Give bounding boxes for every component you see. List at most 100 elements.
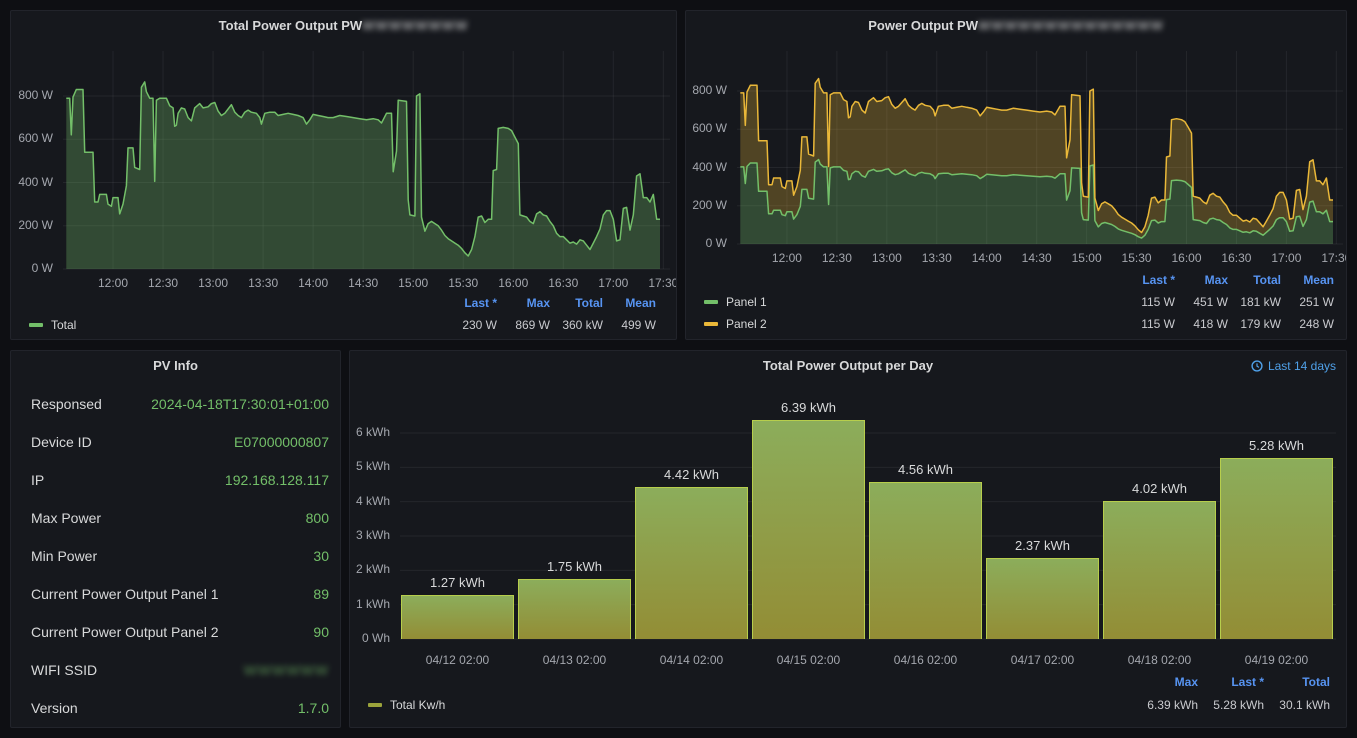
panel-title-redacted: WWWWWWWWWWWWWW [978,18,1164,33]
x-axis-tick: 15:30 [1121,251,1152,265]
legend-stat-header[interactable]: Total [1302,675,1330,689]
bar-04/19 02:00[interactable] [1220,457,1333,639]
legend-series-label[interactable]: Panel 2 [704,315,767,333]
legend-stat-header[interactable]: Last * [1231,675,1264,689]
x-axis-tick: 17:00 [598,276,629,290]
y-axis-tick: 200 W [692,197,727,212]
bar-04/16 02:00[interactable] [869,482,982,639]
pv-info-value: WWWWWW [243,662,329,678]
panel-total-power-output: Total Power Output PWWWWWWWWW 0 W 200 W 40… [10,10,677,340]
legend-stat-value: 360 kW [562,318,603,332]
series-name: Panel 2 [726,317,767,331]
legend-stat-value: 181 kW [1240,295,1281,309]
panel-header-power-output[interactable]: Power Output PWWWWWWWWWWWWWWW [686,18,1346,33]
legend-stat-header[interactable]: Total [575,296,603,310]
legend-series-row: Panel 2 115 W 418 W 179 kW 248 W [686,315,1346,333]
time-series-chart[interactable] [11,11,677,340]
x-axis-tick: 12:30 [821,251,852,265]
panel-header-per-day[interactable]: Total Power Output per Day [350,358,1346,373]
pv-info-value: 192.168.128.117 [224,472,329,488]
bar-04/14 02:00[interactable] [635,487,748,639]
legend-series-label[interactable]: Total Kw/h [368,696,445,714]
bar-value-label: 4.02 kWh [1132,481,1187,496]
pv-info-value: 89 [313,586,329,602]
x-axis-tick: 04/17 02:00 [1010,653,1075,667]
legend-series-row: Total Kw/h 6.39 kWh 5.28 kWh 30.1 kWh [350,696,1346,714]
panel-header-total-power[interactable]: Total Power Output PWWWWWWWWW [11,18,676,33]
panel-time-range-link[interactable]: Last 14 days [1251,359,1336,373]
legend-stat-header[interactable]: Last * [464,296,497,310]
x-axis-tick: 17:30 [1321,251,1346,265]
x-axis-tick: 04/14 02:00 [659,653,724,667]
bar-value-label: 1.27 kWh [430,575,485,591]
y-axis-tick: 400 W [18,174,53,189]
x-axis-tick: 14:30 [348,276,379,290]
legend-stats: 6.39 kWh 5.28 kWh 30.1 kWh [1132,696,1330,714]
y-axis-tick: 800 W [18,88,53,102]
series-name: Total Kw/h [390,698,446,712]
time-series-chart[interactable] [686,11,1347,340]
legend-stat-header[interactable]: Total [1253,273,1281,287]
bar-04/12 02:00[interactable] [401,595,514,639]
pv-info-label: Min Power [31,548,98,564]
y-axis-tick: 200 W [18,217,53,232]
pv-info-value: 90 [313,624,329,640]
series-color-swatch [704,322,718,326]
legend-stat-value: 6.39 kWh [1147,698,1198,712]
x-axis-tick: 04/13 02:00 [542,653,607,667]
legend-stat-header[interactable]: Max [1174,675,1198,689]
series-name: Panel 1 [726,295,767,309]
legend-stat-header[interactable]: Last * [1142,273,1175,287]
y-axis-tick: 600 W [18,131,53,146]
x-axis-tick: 16:30 [548,276,579,290]
bar-04/18 02:00[interactable] [1103,501,1216,639]
legend-stat-header[interactable]: Mean [625,296,656,310]
y-axis-tick: 0 W [705,236,727,250]
pv-info-label: Current Power Output Panel 1 [31,586,219,602]
panel-header-pv-info[interactable]: PV Info [11,358,340,373]
pv-info-row: IP 192.168.128.117 [11,461,340,499]
legend-stat-value: 230 W [462,318,497,332]
bar-value-label: 1.75 kWh [547,558,602,574]
legend-stat-header[interactable]: Mean [1303,273,1334,287]
y-axis-tick: 0 Wh [361,631,390,645]
series-color-swatch [368,703,382,707]
legend-stat-value: 179 kW [1240,317,1281,331]
bar-04/13 02:00[interactable] [518,578,631,639]
legend-header-row: Last * Max Total Mean [1122,272,1334,288]
pv-info-label: Version [31,700,78,716]
legend-stat-value: 451 W [1193,295,1228,309]
legend-series-label[interactable]: Panel 1 [704,293,767,311]
x-axis-tick: 15:30 [448,276,479,290]
legend-stat-header[interactable]: Max [526,296,550,310]
pv-info-label: Current Power Output Panel 2 [31,624,219,640]
legend-stats: 115 W 451 W 181 kW 251 W [1122,293,1334,311]
legend-stat-value: 251 W [1299,295,1334,309]
legend-stat-value: 30.1 kWh [1279,698,1330,712]
pv-info-label: Max Power [31,510,102,526]
panel-total-power-per-day: Total Power Output per Day Last 14 days … [349,350,1347,728]
x-axis-tick: 04/15 02:00 [776,653,841,667]
pv-info-row: Max Power 800 [11,499,340,537]
x-axis-tick: 04/18 02:00 [1127,653,1192,667]
bar-value-label: 4.56 kWh [898,462,953,478]
y-axis-tick: 1 kWh [355,596,390,611]
x-axis-tick: 13:00 [198,276,229,290]
pv-info-row: Current Power Output Panel 2 90 [11,613,340,651]
panel-title: Power Output PW [868,18,978,33]
legend-stat-value: 418 W [1193,317,1228,331]
pv-info-row: Device ID E07000000807 [11,423,340,461]
legend-series-label[interactable]: Total [29,316,76,334]
legend-series-row: Panel 1 115 W 451 W 181 kW 251 W [686,293,1346,311]
pv-info-value: 2024-04-18T17:30:01+01:00 [151,396,329,412]
bar-04/15 02:00[interactable] [752,419,865,639]
legend-stat-header[interactable]: Max [1204,273,1228,287]
bar-04/17 02:00[interactable] [986,557,1099,639]
series-name: Total [51,318,77,332]
panel-title-redacted: WWWWWWWW [362,18,469,33]
y-axis-tick: 5 kWh [355,459,390,474]
x-axis-tick: 16:00 [1171,251,1202,265]
x-axis-tick: 16:30 [1221,251,1252,265]
bar-value-label: 4.42 kWh [664,467,719,483]
legend-stat-value: 115 W [1141,295,1175,309]
